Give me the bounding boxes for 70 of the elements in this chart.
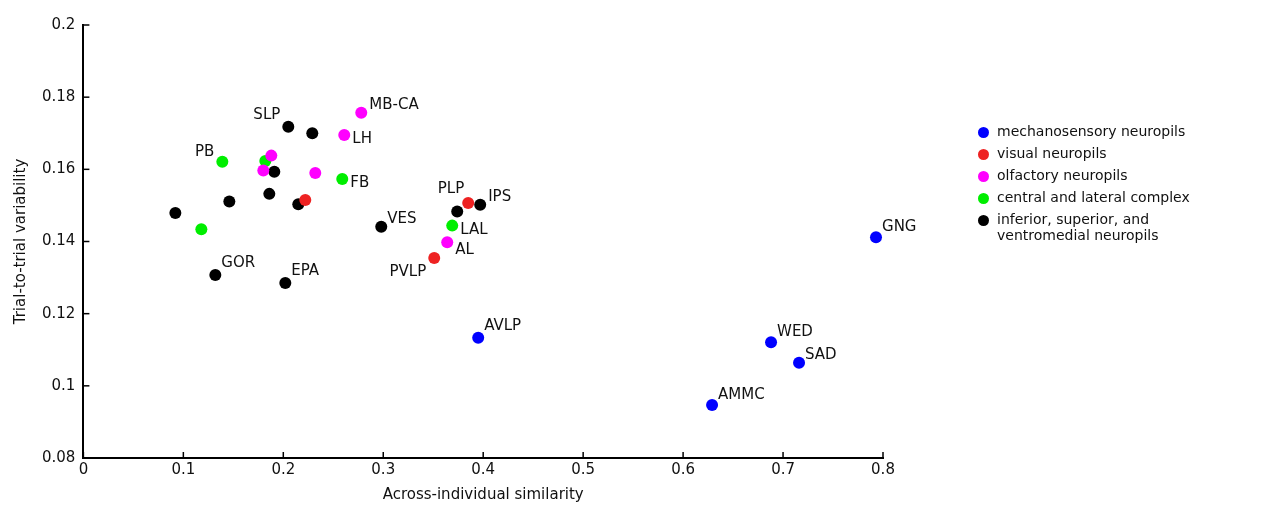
point (441, 236, 454, 249)
y-tick-label: 0.18 (41, 87, 76, 106)
point (279, 277, 292, 289)
point (195, 223, 208, 236)
point (706, 398, 719, 411)
x-tick-label: 0.5 (571, 459, 596, 478)
annotation: AMMC (718, 384, 765, 403)
annotation: PB (194, 141, 215, 160)
annotation: WED (777, 322, 813, 341)
point (472, 331, 485, 344)
annotation: FB (350, 172, 370, 191)
annotation: LAL (460, 219, 489, 238)
point (451, 205, 464, 218)
x-tick-label: 0.1 (171, 459, 196, 478)
annotation: AVLP (484, 315, 522, 334)
point (765, 336, 778, 349)
annotation: AL (455, 240, 475, 259)
point (299, 194, 312, 206)
y-tick-label: 0.16 (41, 159, 76, 178)
point (375, 220, 388, 233)
y-tick-label: 0.1 (51, 375, 76, 394)
point (793, 356, 806, 369)
annotation: SLP (253, 104, 281, 123)
point (216, 155, 229, 168)
y-tick-label: 0.14 (41, 231, 76, 250)
legend-label: visual neuropils (997, 145, 1107, 161)
x-tick-label: 0.7 (771, 459, 795, 478)
annotation: MB-CA (369, 94, 420, 113)
legend-label: olfactory neuropils (997, 167, 1128, 183)
point (263, 187, 276, 200)
x-tick-label: 0.4 (471, 459, 496, 478)
y-tick-label: 0.2 (51, 14, 76, 33)
point (209, 269, 222, 282)
x-tick-label: 0.3 (371, 459, 396, 478)
point (355, 106, 368, 119)
legend-label: inferior, superior, and ventromedial neuropils (997, 211, 1160, 243)
x-tick-label: 0.6 (671, 459, 696, 478)
point (282, 120, 295, 133)
point (446, 219, 459, 232)
point (257, 164, 270, 177)
annotation: PVLP (389, 261, 427, 280)
point (265, 149, 278, 162)
annotation: EPA (291, 260, 320, 279)
annotation: GNG (882, 217, 917, 236)
point (268, 165, 281, 178)
y-tick-label: 0.08 (41, 447, 76, 466)
point (306, 127, 319, 140)
legend-label: mechanosensory neuropils (997, 123, 1186, 139)
annotation: IPS (488, 186, 512, 205)
point (309, 166, 322, 179)
annotation: VES (387, 208, 417, 227)
annotation: GOR (221, 252, 256, 271)
legend-label: central and lateral complex (997, 189, 1190, 205)
y-tick-label: 0.12 (41, 303, 76, 322)
x-tick-label: 0 (78, 459, 89, 478)
point (338, 129, 351, 142)
point (474, 198, 487, 211)
point (336, 173, 349, 186)
y-axis-title: Trial-to-trial variability (10, 158, 29, 326)
x-tick-label: 0.8 (871, 459, 895, 478)
annotation: PLP (437, 178, 465, 197)
point (870, 231, 882, 244)
x-axis-title: Across-individual similarity (382, 484, 584, 503)
point (428, 252, 441, 265)
annotation: LH (352, 128, 372, 147)
point (462, 196, 475, 209)
point (223, 195, 236, 208)
point (169, 206, 182, 219)
x-tick-label: 0.2 (271, 459, 296, 478)
annotation: SAD (805, 344, 837, 363)
